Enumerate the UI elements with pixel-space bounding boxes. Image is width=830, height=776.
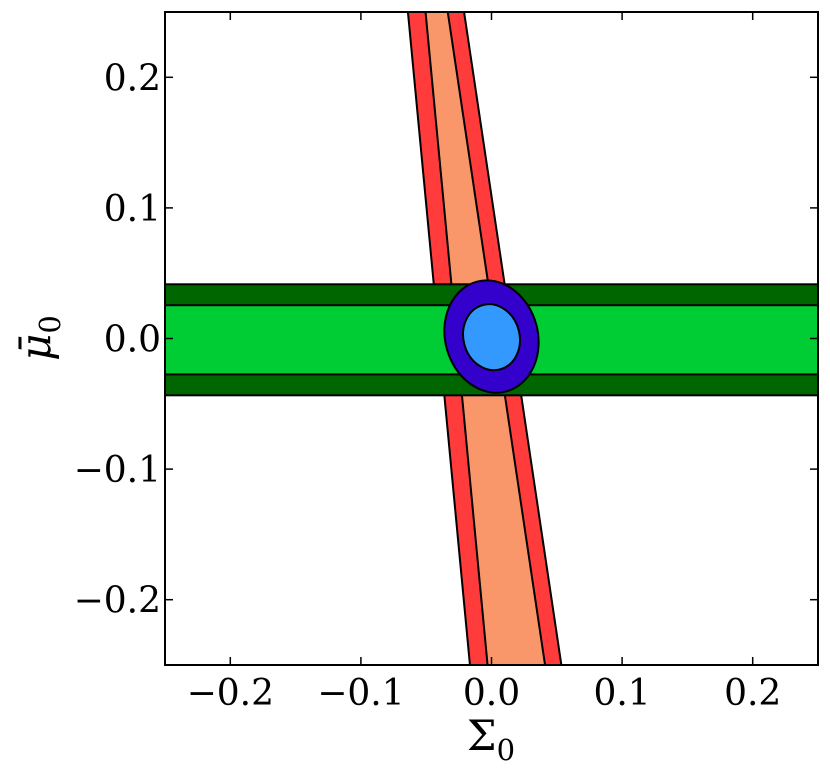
x-tick-label: −0.1 — [317, 673, 404, 714]
y-tick-label: −0.2 — [74, 581, 161, 622]
x-tick-label: 0.2 — [724, 673, 781, 714]
x-tick-label: 0.1 — [593, 673, 650, 714]
plot-area — [165, 12, 818, 665]
x-axis-label: Σ0 — [467, 711, 515, 767]
y-tick-label: −0.1 — [74, 450, 161, 491]
y-axis-label: μ̄0 — [11, 315, 67, 361]
x-axis-label-subscript: 0 — [497, 733, 515, 767]
y-tick-label: 0.2 — [104, 58, 161, 99]
x-tick-label: 0.0 — [463, 673, 520, 714]
y-tick-label: 0.1 — [104, 189, 161, 230]
ellipse-inner — [462, 303, 521, 372]
y-tick-label: 0.0 — [104, 320, 161, 361]
x-tick-label: −0.2 — [187, 673, 274, 714]
y-axis-label-main: μ̄ — [11, 334, 60, 361]
x-axis-label-main: Σ — [467, 711, 497, 760]
y-axis-label-subscript: 0 — [33, 315, 67, 333]
axis-ticks: −0.2 −0.1 0.0 0.1 0.2 −0.2 −0.1 0.0 0.1 0.2 — [74, 12, 818, 714]
